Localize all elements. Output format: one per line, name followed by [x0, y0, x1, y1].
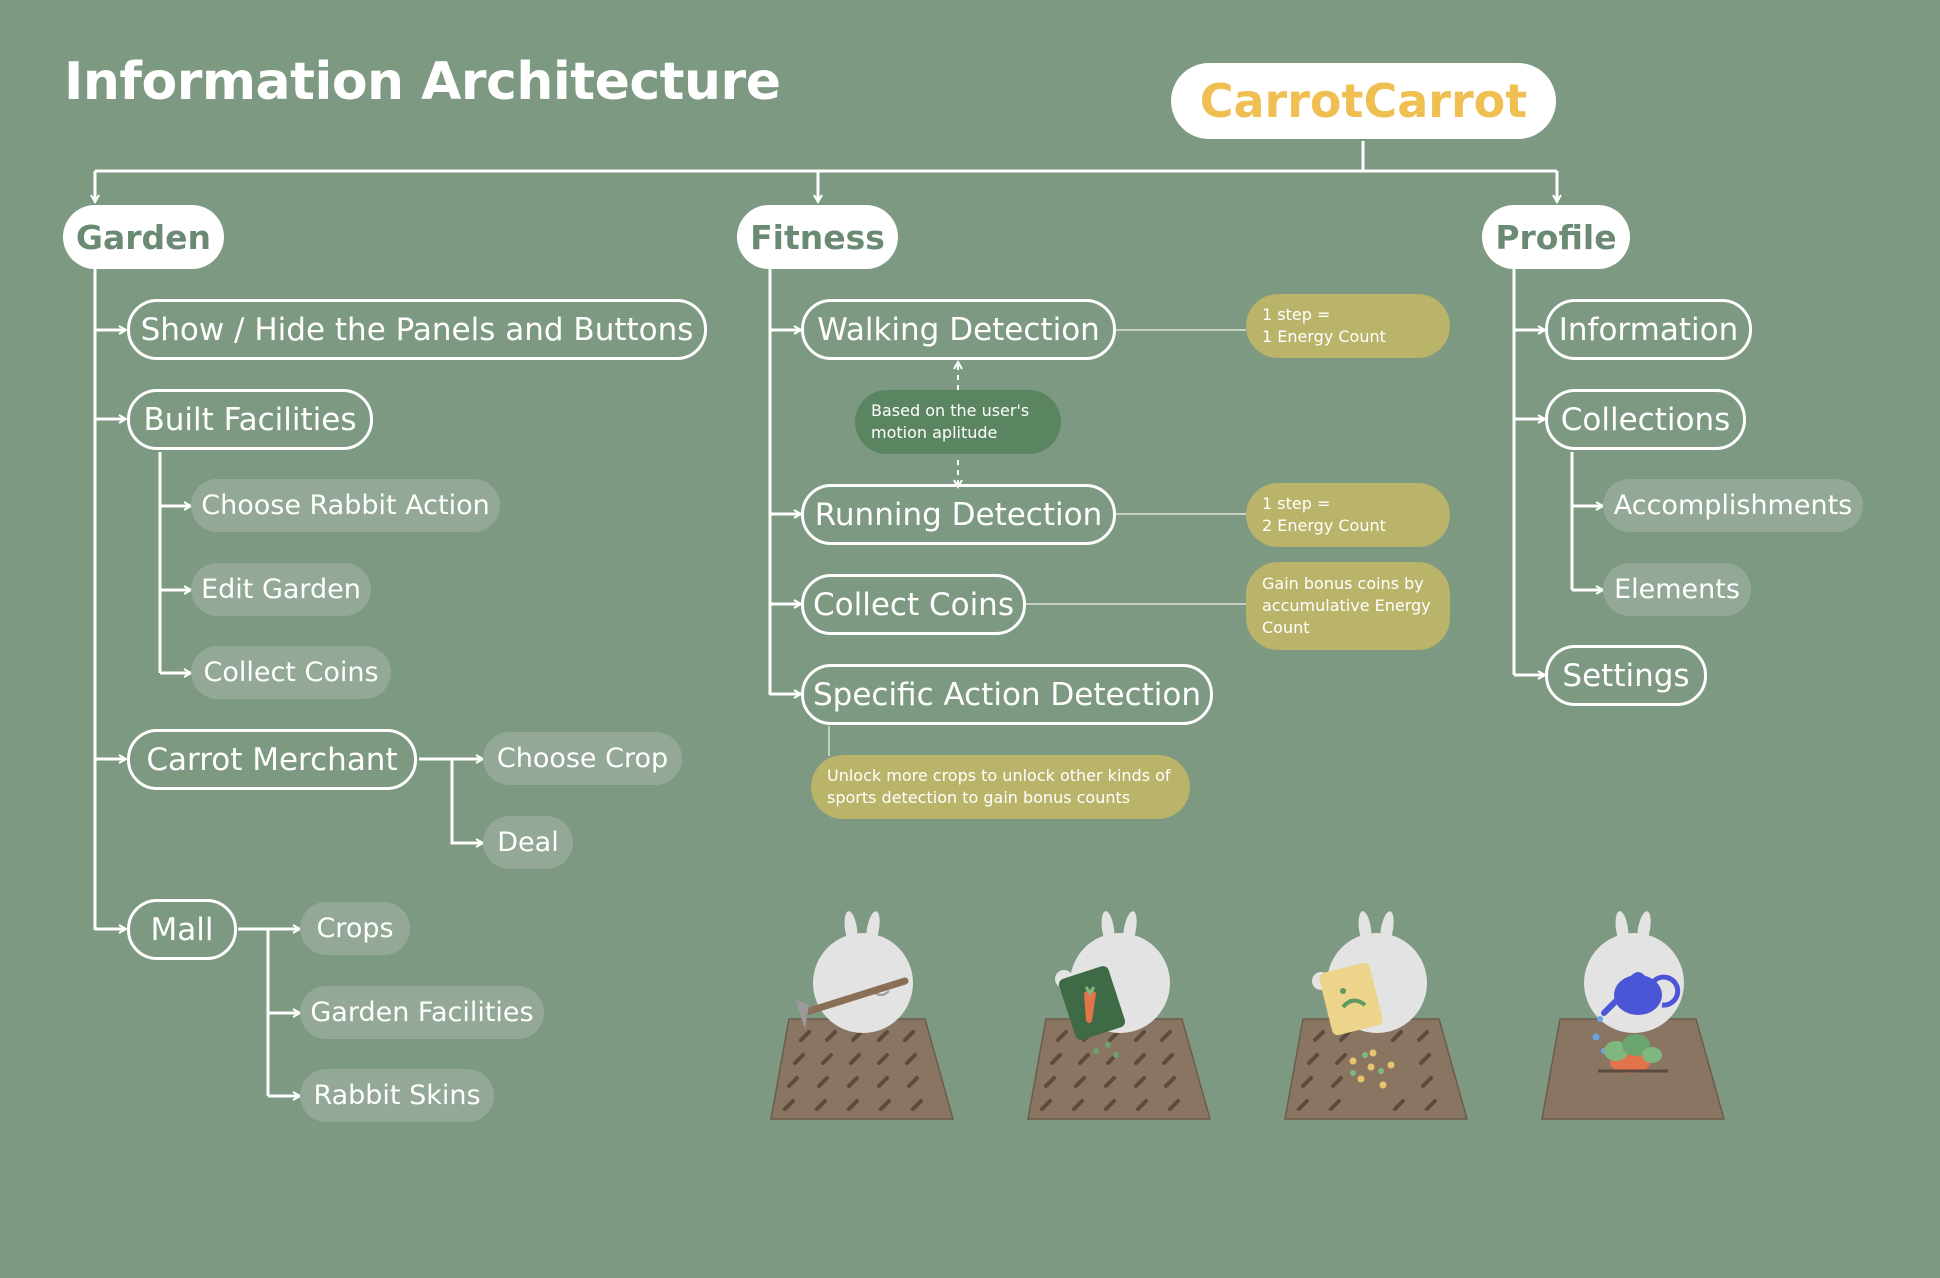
node-specific-action-detection[interactable]: Specific Action Detection [801, 664, 1213, 725]
category-fitness[interactable]: Fitness [737, 205, 898, 269]
node-information[interactable]: Information [1545, 299, 1752, 360]
node-settings[interactable]: Settings [1545, 645, 1707, 706]
note-coins-line-3: Count [1262, 618, 1310, 637]
note-unlock-line-1: Unlock more crops to unlock other kinds … [827, 766, 1171, 785]
leaf-edit-garden[interactable]: Edit Garden [191, 563, 371, 616]
node-collections[interactable]: Collections [1545, 389, 1746, 450]
node-built-facilities[interactable]: Built Facilities [127, 389, 373, 450]
leaf-crops[interactable]: Crops [300, 902, 410, 955]
node-mall[interactable]: Mall [127, 899, 237, 960]
leaf-deal[interactable]: Deal [483, 816, 573, 869]
note-walking-line-1: 1 step = [1262, 305, 1331, 324]
category-profile[interactable]: Profile [1482, 205, 1630, 269]
note-unlock-crops: Unlock more crops to unlock other kinds … [811, 755, 1190, 819]
note-motion-line-1: Based on the user's [871, 401, 1030, 420]
note-bonus-coins: Gain bonus coins by accumulative Energy … [1246, 562, 1450, 650]
leaf-rabbit-skins[interactable]: Rabbit Skins [300, 1069, 494, 1122]
note-walking-energy: 1 step = 1 Energy Count [1246, 294, 1450, 358]
page-title: Information Architecture [64, 52, 781, 112]
leaf-elements[interactable]: Elements [1603, 563, 1751, 616]
rabbit-hoeing-icon [770, 911, 954, 1120]
leaf-accomplishments[interactable]: Accomplishments [1603, 479, 1863, 532]
node-walking-detection[interactable]: Walking Detection [801, 299, 1116, 360]
leaf-garden-collect-coins[interactable]: Collect Coins [191, 646, 391, 699]
note-motion-amplitude: Based on the user's motion aplitude [855, 390, 1061, 454]
rabbit-watering-can-icon [1541, 911, 1725, 1120]
node-carrot-merchant[interactable]: Carrot Merchant [127, 729, 417, 790]
leaf-choose-rabbit-action[interactable]: Choose Rabbit Action [191, 479, 500, 532]
node-show-hide-panels[interactable]: Show / Hide the Panels and Buttons [127, 299, 707, 360]
note-walking-line-2: 1 Energy Count [1262, 327, 1386, 346]
rabbit-carrot-seed-bag-icon [1027, 911, 1211, 1120]
rabbit-sowing-seeds-icon [1284, 911, 1468, 1120]
leaf-choose-crop[interactable]: Choose Crop [483, 732, 682, 785]
root-node[interactable]: CarrotCarrot [1171, 63, 1556, 139]
note-running-line-1: 1 step = [1262, 494, 1331, 513]
node-running-detection[interactable]: Running Detection [801, 484, 1116, 545]
note-running-energy: 1 step = 2 Energy Count [1246, 483, 1450, 547]
note-unlock-line-2: sports detection to gain bonus counts [827, 788, 1131, 807]
leaf-garden-facilities[interactable]: Garden Facilities [300, 986, 544, 1039]
note-coins-line-2: accumulative Energy [1262, 596, 1431, 615]
note-motion-line-2: motion aplitude [871, 423, 998, 442]
category-garden[interactable]: Garden [63, 205, 224, 269]
note-running-line-2: 2 Energy Count [1262, 516, 1386, 535]
node-fitness-collect-coins[interactable]: Collect Coins [801, 574, 1026, 635]
note-coins-line-1: Gain bonus coins by [1262, 574, 1424, 593]
